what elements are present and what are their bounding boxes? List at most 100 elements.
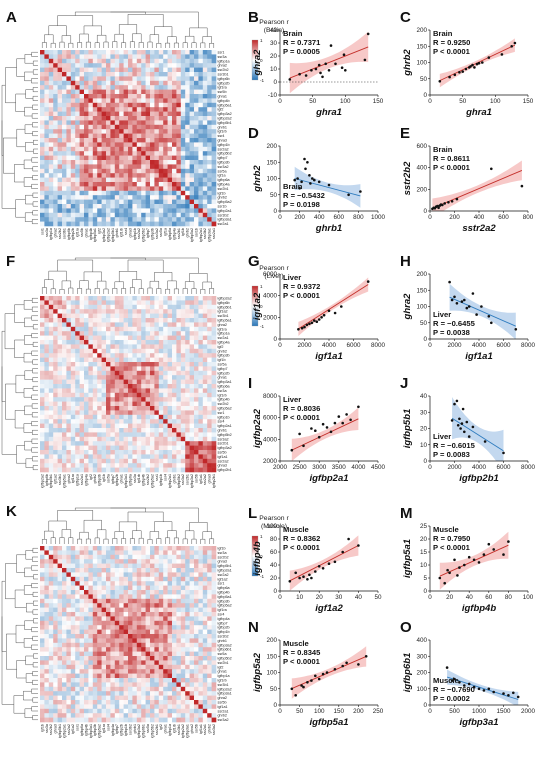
heatmap-cell — [154, 116, 160, 121]
heatmap-cell — [176, 54, 182, 60]
heatmap-cell — [114, 612, 120, 617]
heatmap-cell — [84, 116, 89, 121]
heatmap-cell — [176, 94, 182, 99]
heatmap-cell — [194, 296, 199, 301]
heatmap-cell — [114, 58, 120, 64]
heatmap-cell — [150, 428, 155, 433]
heatmap-cell — [172, 186, 177, 192]
heatmap-cell — [172, 414, 177, 420]
heatmap-cell — [97, 647, 102, 652]
heatmap-cell — [207, 76, 212, 82]
dendrogram-branch — [15, 199, 26, 218]
heatmap-cell — [48, 296, 54, 301]
heatmap-cell — [114, 173, 120, 178]
heatmap-cell — [84, 199, 89, 205]
heatmap-cell — [66, 357, 72, 363]
heatmap-cell — [101, 436, 107, 442]
heatmap-cell — [172, 598, 177, 604]
heatmap-cell — [202, 107, 208, 112]
heatmap-cell — [141, 651, 146, 657]
heatmap-cell — [141, 375, 146, 380]
heatmap-cell — [110, 458, 116, 464]
heatmap-cell — [70, 72, 76, 77]
heatmap-panel-F: Figfbp2a2igfbp6bigfbp5b1igf1a2ssr3b1igfb… — [1, 253, 289, 488]
heatmap-cell — [176, 186, 182, 192]
heatmap-cell — [62, 594, 67, 600]
heatmap-cell — [101, 450, 107, 455]
heatmap-cell — [176, 576, 182, 582]
heatmap-cell — [114, 634, 120, 639]
heatmap-cell — [132, 120, 138, 126]
heatmap-cell — [92, 401, 98, 407]
heatmap-cell — [198, 678, 204, 683]
heatmap-cell — [172, 160, 177, 165]
heatmap-cell — [79, 58, 85, 64]
heatmap-cell — [128, 568, 133, 573]
heatmap-cell — [92, 700, 98, 705]
heatmap-cell — [70, 450, 76, 455]
heatmap-cell — [194, 313, 199, 319]
heatmap-cell — [44, 357, 50, 363]
row-gene-label: igfbp2a1 — [218, 209, 232, 213]
dendrogram-branch — [24, 405, 33, 416]
column-gene-label: igfbp1b — [133, 228, 137, 240]
heatmap-cell — [66, 384, 72, 389]
heatmap-cell — [84, 362, 89, 367]
heatmap-cell — [110, 362, 116, 367]
heatmap-cell — [180, 576, 186, 582]
heatmap-cell — [185, 467, 190, 473]
heatmap-cell — [150, 186, 155, 192]
heatmap-cell — [176, 392, 182, 398]
heatmap-cell — [88, 682, 94, 688]
heatmap-cell — [150, 656, 155, 661]
heatmap-cell — [128, 89, 133, 95]
heatmap-cell — [114, 585, 120, 591]
heatmap-cell — [114, 419, 120, 424]
heatmap-cell — [57, 80, 63, 86]
heatmap-cell — [79, 673, 85, 679]
heatmap-cell — [48, 318, 54, 323]
heatmap-cell — [106, 357, 111, 363]
heatmap-cell — [66, 318, 72, 323]
heatmap-cell — [79, 204, 85, 209]
heatmap-cell — [92, 85, 98, 90]
dendrogram-branch — [5, 383, 16, 420]
heatmap-cell — [40, 419, 45, 424]
heatmap-cell — [189, 375, 195, 380]
dendrogram-branch — [118, 271, 138, 282]
heatmap-cell — [66, 559, 72, 564]
heatmap-cell — [172, 428, 177, 433]
heatmap-cell — [101, 546, 107, 551]
heatmap-cell — [207, 173, 212, 178]
heatmap-cell — [198, 370, 204, 376]
heatmap-cell — [150, 208, 155, 214]
heatmap-cell — [158, 309, 164, 314]
heatmap-cell — [44, 695, 50, 701]
heatmap-cell — [145, 63, 151, 68]
heatmap-cell — [57, 318, 63, 323]
heatmap-cell — [128, 142, 133, 148]
heatmap-cell — [66, 195, 72, 200]
heatmap-cell — [75, 326, 80, 332]
heatmap-cell — [172, 423, 177, 429]
dendrogram-branch — [83, 271, 102, 282]
heatmap-cell — [62, 563, 67, 569]
heatmap-cell — [70, 204, 76, 209]
heatmap-cell — [88, 318, 94, 323]
heatmap-cell — [128, 195, 133, 200]
heatmap-cell — [114, 550, 120, 556]
heatmap-cell — [194, 678, 199, 683]
heatmap-cell — [44, 318, 50, 323]
heatmap-cell — [79, 142, 85, 148]
heatmap-cell — [176, 344, 182, 350]
heatmap-cell — [176, 432, 182, 438]
heatmap-cell — [106, 629, 111, 635]
heatmap-cell — [198, 331, 204, 336]
heatmap-cell — [132, 651, 138, 657]
heatmap-cell — [92, 669, 98, 674]
heatmap-cell — [136, 107, 142, 112]
heatmap-cell — [48, 348, 54, 354]
dendrogram-branch — [31, 113, 38, 119]
heatmap-cell — [88, 146, 94, 152]
